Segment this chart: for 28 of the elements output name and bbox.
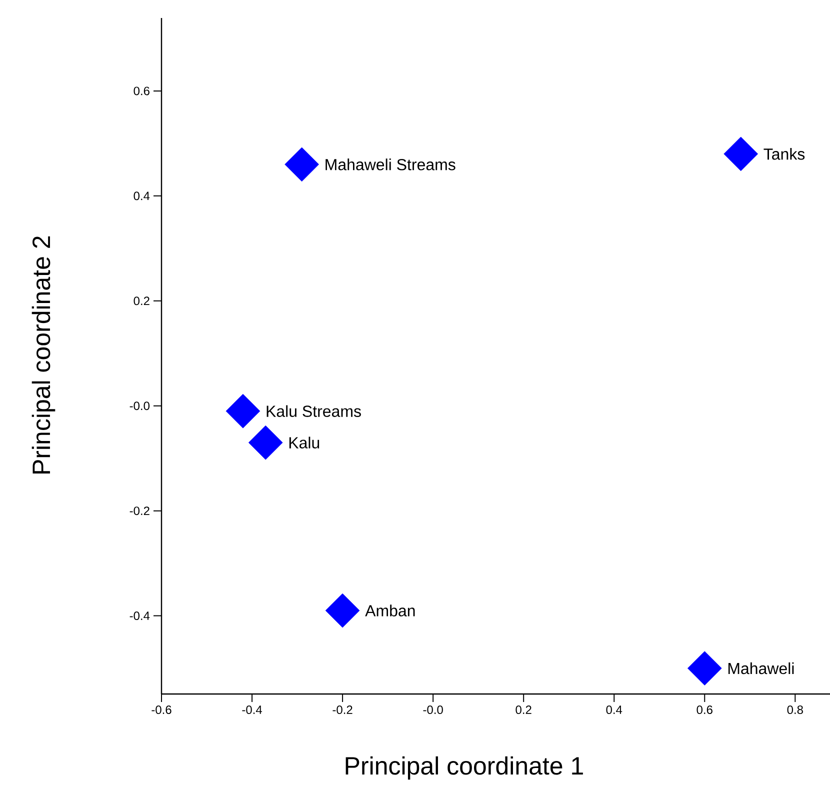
x-tick-label: 0.6 xyxy=(696,706,712,714)
x-axis-title: Principal coordinate 1 xyxy=(346,756,583,780)
y-tick-label: 0.4 xyxy=(134,192,150,200)
annotation: Tanks xyxy=(764,148,805,160)
y-tick-label: -0.4 xyxy=(130,612,150,620)
point xyxy=(284,147,319,182)
point xyxy=(226,394,260,428)
point xyxy=(724,136,758,172)
x-tick-label: 0.2 xyxy=(516,706,532,714)
x-tick-label: -0.0 xyxy=(423,706,443,714)
annotation: Amban xyxy=(365,604,415,616)
x-tick-label: -0.2 xyxy=(332,706,352,714)
annotation: Kalu xyxy=(289,436,320,448)
y-tick-label: 0.6 xyxy=(134,86,150,96)
y-tick-label: 0.2 xyxy=(134,296,150,306)
annotation: Mahaweli Streams xyxy=(326,158,456,170)
x-tick-label: 0.8 xyxy=(787,706,803,714)
annotation: Kalu Streams xyxy=(266,405,361,417)
point xyxy=(325,593,360,628)
point xyxy=(248,425,283,460)
point xyxy=(687,651,722,686)
y-tick-label: -0.0 xyxy=(130,402,150,410)
x-tick-label: 0.4 xyxy=(606,706,622,714)
x-tick-label: -0.4 xyxy=(242,706,262,714)
y-axis-title: Principal coordinate 2 xyxy=(32,236,56,474)
y-tick-label: -0.2 xyxy=(130,506,150,516)
x-tick-label: -0.6 xyxy=(152,706,172,714)
annotation: Mahaweli xyxy=(728,662,794,674)
